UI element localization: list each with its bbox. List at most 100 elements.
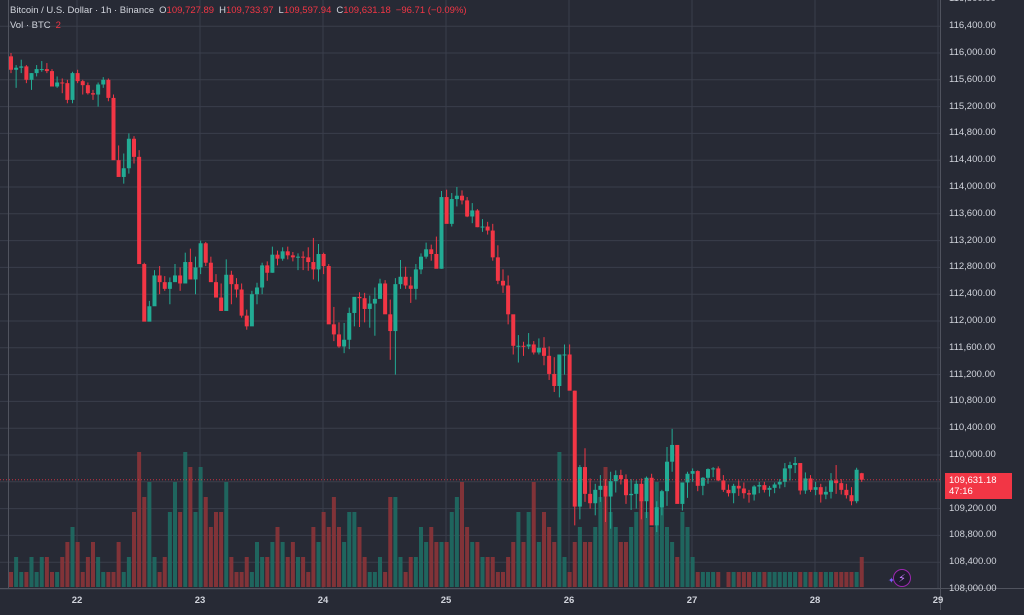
last-price-value: 109,631.18 [949,474,997,486]
volume-bar [290,542,295,587]
volume-bar [813,572,818,587]
volume-bar [132,512,136,587]
price-tick-label: 108,000.00 [949,583,997,594]
time-tick-label: 29 [932,595,944,606]
volume-bar [788,572,792,587]
candle-body [413,269,418,289]
symbol-title[interactable]: Bitcoin / U.S. Dollar · 1h · Binance [10,5,155,16]
volume-bar [659,497,664,587]
candle-body [311,262,316,270]
volume-bar [588,542,593,587]
candle-body [757,485,762,487]
candle-body [60,82,65,84]
volume-bar [449,512,454,587]
candle-body [306,257,311,263]
candle-body [296,256,300,258]
volume-bar [465,527,470,587]
volume-bar [485,557,490,587]
candle-body [721,480,726,490]
volume-bar [716,572,721,587]
volume-bar [444,542,449,587]
volume-bar [85,557,90,587]
candle-body [490,230,495,258]
volume-bar [393,497,398,587]
candle-body [383,283,388,315]
lightning-assistant-icon[interactable]: ⚡ [893,569,911,587]
candle-body [9,56,13,70]
candle-body [372,298,377,304]
candle-body [649,477,654,526]
volume-bar [731,572,736,587]
candle-body [449,199,454,224]
candle-body [132,138,136,157]
volume-bar [480,557,485,587]
volume-bar [803,572,808,587]
candle-body [198,243,203,268]
candle-body [290,255,295,258]
volume-bar [439,542,444,587]
candle-body [634,483,639,494]
candle-body [521,345,526,347]
candle-body [762,485,767,490]
volume-legend-row: Vol · BTC 2 [10,18,467,33]
volume-bar [96,557,101,587]
candle-body [531,344,536,353]
volume-bar [762,572,767,587]
candle-body [690,471,695,474]
volume-bar [121,572,126,587]
candle-body [352,296,357,313]
volume-bar [126,557,131,587]
candle-body [178,275,183,284]
open-label: O [159,5,167,16]
candle-body [393,284,398,332]
volume-bar [818,572,823,587]
price-tick-label: 114,800.00 [949,127,996,139]
time-tick-label: 28 [809,595,821,606]
time-tick-label: 24 [317,595,329,606]
candle-body [670,444,675,462]
candle-body [126,138,131,169]
volume-label[interactable]: Vol · BTC [10,20,51,31]
volume-bar [326,527,331,587]
price-tick-label: 112,000.00 [949,315,996,326]
candle-body [583,467,587,494]
candle-body [552,373,557,386]
volume-bar [823,572,828,587]
candle-body [618,475,623,480]
candle-body [536,347,541,353]
volume-bar [19,572,24,587]
candle-body [265,265,270,273]
volume-bar [275,527,280,587]
volume-bar [649,527,654,587]
volume-bar [408,557,413,587]
candle-body [39,69,44,71]
volume-bar [249,572,254,587]
volume-bar [306,572,311,587]
volume-bar [516,512,521,587]
volume-bar [178,512,183,587]
price-tick-label: 111,200.00 [949,368,996,380]
volume-bar [747,572,751,587]
volume-bar [101,572,106,587]
candle-body [193,267,198,280]
volume-bar [654,482,659,587]
price-tick-label: 108,800.00 [949,529,997,541]
candle-body [700,477,705,486]
volume-bar [188,467,193,587]
volume-bar [618,542,623,587]
candle-body [249,294,254,327]
candle-body [639,483,644,502]
candle-body [782,468,787,482]
volume-bar [142,497,147,587]
candle-body [547,355,552,374]
candle-body [834,480,839,484]
price-tick-label: 111,600.00 [949,341,996,353]
candle-body [675,444,680,504]
candle-body [613,475,618,482]
candle-body [147,306,152,322]
volume-bar [470,542,475,587]
candle-body [793,463,798,466]
candle-body [859,473,864,480]
